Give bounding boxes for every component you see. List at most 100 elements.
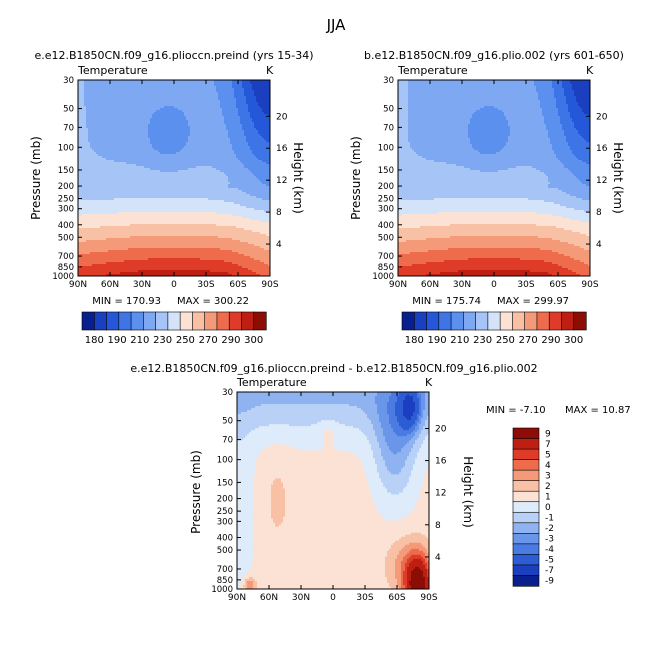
field-cell xyxy=(94,166,97,169)
field-cell xyxy=(210,98,213,101)
field-cell xyxy=(220,166,223,169)
field-cell xyxy=(150,122,153,125)
field-cell xyxy=(210,138,213,141)
field-cell xyxy=(194,182,197,185)
field-cell xyxy=(244,152,247,155)
field-cell xyxy=(134,104,137,107)
field-cell xyxy=(150,144,153,147)
field-cell xyxy=(232,100,235,103)
field-cell xyxy=(160,84,163,87)
field-cell xyxy=(228,134,231,137)
field-cell xyxy=(100,102,103,105)
field-cell xyxy=(186,164,189,167)
field-cell xyxy=(162,122,165,125)
field-cell xyxy=(236,82,239,85)
field-cell xyxy=(182,154,185,157)
field-cell xyxy=(134,142,137,145)
field-cell xyxy=(88,142,91,145)
field-cell xyxy=(148,112,151,115)
field-cell xyxy=(184,86,187,89)
field-cell xyxy=(150,92,153,95)
field-cell xyxy=(104,170,107,173)
field-cell xyxy=(78,116,81,119)
field-cell xyxy=(188,164,191,167)
field-cell xyxy=(152,96,155,99)
field-cell xyxy=(178,114,181,117)
field-cell xyxy=(88,122,91,125)
field-cell xyxy=(202,88,205,91)
field-cell xyxy=(148,126,151,129)
field-cell xyxy=(250,108,253,111)
field-cell xyxy=(248,134,251,137)
field-cell xyxy=(158,120,161,123)
field-cell xyxy=(256,124,259,127)
field-cell xyxy=(196,136,199,139)
field-cell xyxy=(256,98,259,101)
field-cell xyxy=(174,128,177,131)
field-cell xyxy=(114,108,117,111)
field-cell xyxy=(232,86,235,89)
field-cell xyxy=(152,108,155,111)
field-cell xyxy=(210,82,213,85)
field-cell xyxy=(178,162,181,165)
field-cell xyxy=(116,136,119,139)
field-cell xyxy=(226,82,229,85)
field-cell xyxy=(116,108,119,111)
field-cell xyxy=(88,132,91,135)
field-cell xyxy=(104,142,107,145)
field-cell xyxy=(212,142,215,145)
field-cell xyxy=(182,150,185,153)
field-cell xyxy=(132,162,135,165)
field-cell xyxy=(94,146,97,149)
field-cell xyxy=(216,146,219,149)
field-cell xyxy=(250,166,253,169)
field-cell xyxy=(222,82,225,85)
field-cell xyxy=(156,88,159,91)
field-cell xyxy=(232,114,235,117)
field-cell xyxy=(192,96,195,99)
field-cell xyxy=(244,92,247,95)
field-cell xyxy=(82,152,85,155)
field-cell xyxy=(112,100,115,103)
field-cell xyxy=(228,122,231,125)
field-cell xyxy=(146,156,149,159)
field-cell xyxy=(116,90,119,93)
field-cell xyxy=(120,146,123,149)
field-cell xyxy=(244,120,247,123)
field-cell xyxy=(94,106,97,109)
field-cell xyxy=(206,180,209,183)
field-cell xyxy=(120,174,123,177)
field-cell xyxy=(192,132,195,135)
field-cell xyxy=(118,150,121,153)
field-cell xyxy=(196,108,199,111)
field-cell xyxy=(146,158,149,161)
field-cell xyxy=(104,82,107,85)
field-cell xyxy=(182,166,185,169)
field-cell xyxy=(136,138,139,141)
field-cell xyxy=(116,138,119,141)
field-cell xyxy=(90,136,93,139)
field-cell xyxy=(202,104,205,107)
field-cell xyxy=(222,122,225,125)
field-cell xyxy=(174,152,177,155)
field-cell xyxy=(168,86,171,89)
field-cell xyxy=(174,134,177,137)
field-cell xyxy=(108,120,111,123)
field-cell xyxy=(124,150,127,153)
field-cell xyxy=(148,130,151,133)
field-cell xyxy=(236,170,239,173)
field-cell xyxy=(242,122,245,125)
field-cell xyxy=(180,160,183,163)
field-cell xyxy=(218,154,221,157)
field-cell xyxy=(170,176,173,179)
field-cell xyxy=(242,84,245,87)
field-cell xyxy=(172,156,175,159)
field-cell xyxy=(118,88,121,91)
field-cell xyxy=(104,90,107,93)
field-cell xyxy=(150,98,153,101)
field-cell xyxy=(150,94,153,97)
field-cell xyxy=(210,170,213,173)
field-cell xyxy=(96,96,99,99)
field-cell xyxy=(118,152,121,155)
field-cell xyxy=(192,174,195,177)
